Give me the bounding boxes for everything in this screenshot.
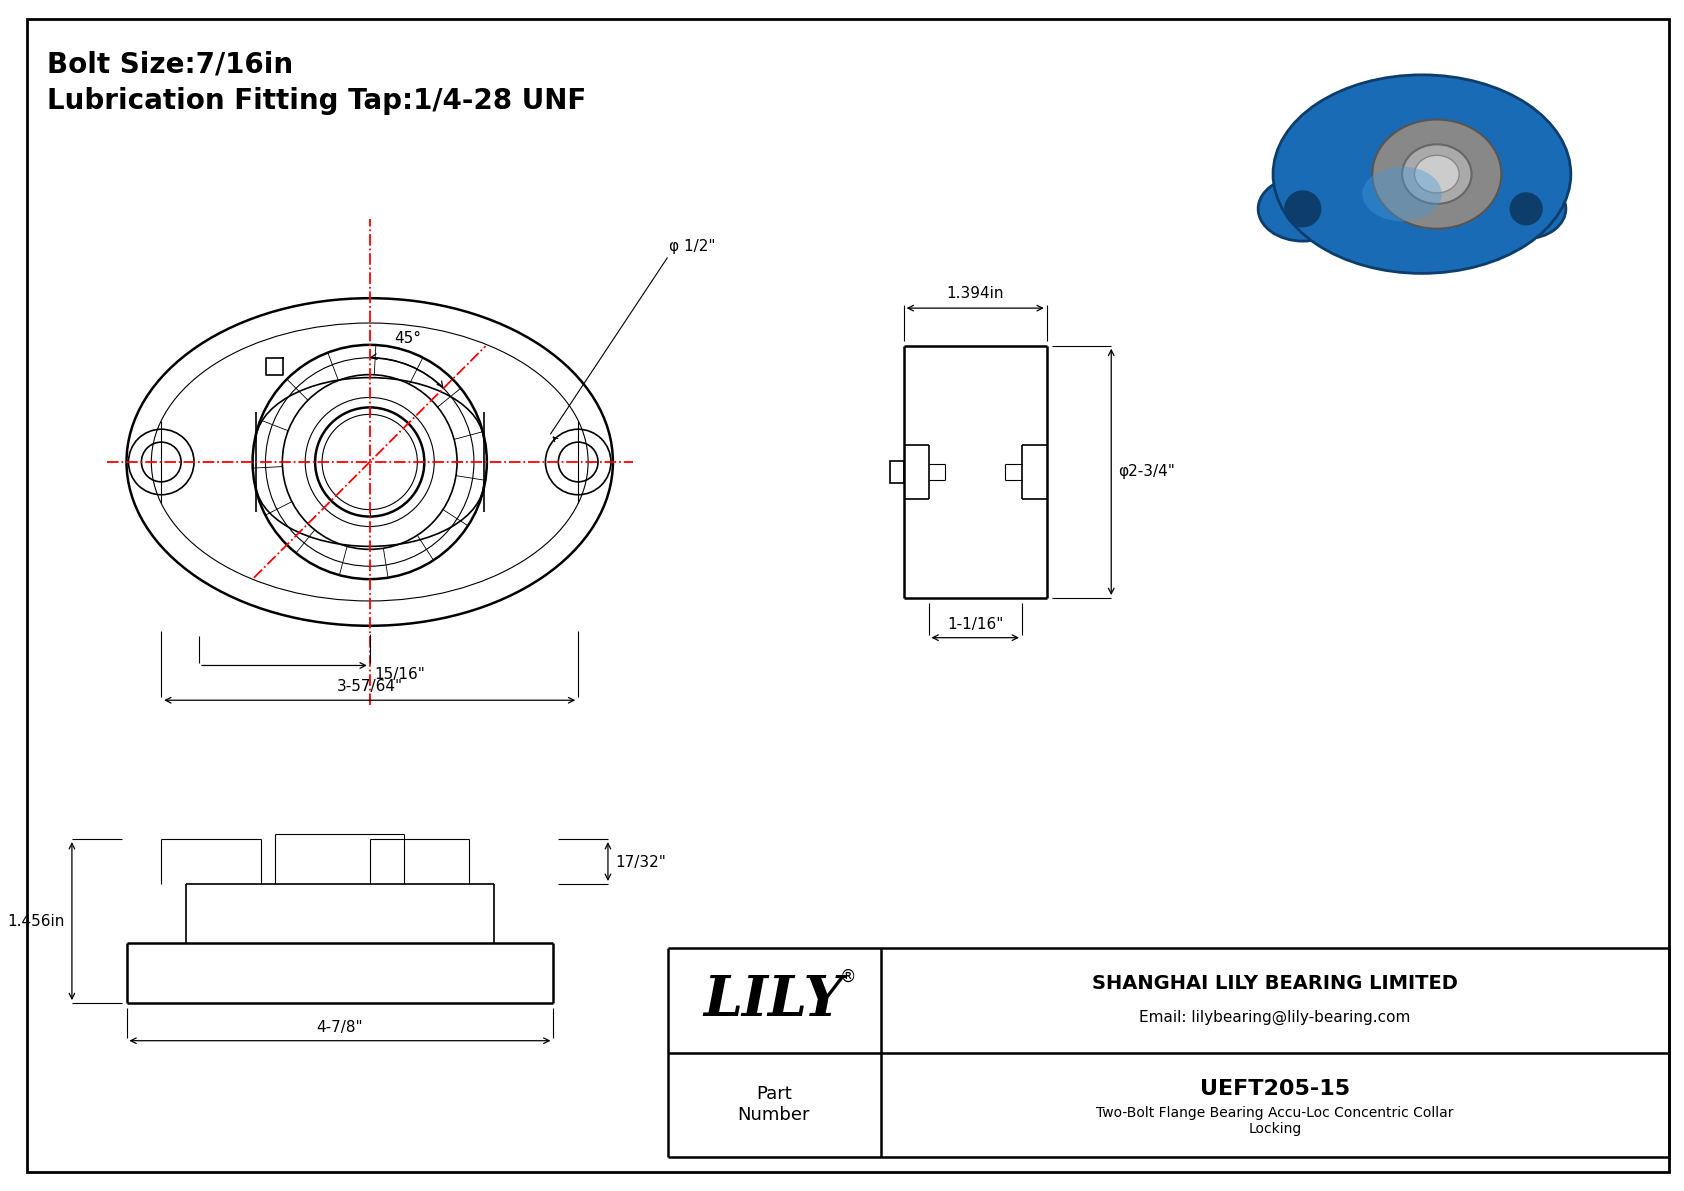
Text: 1.456in: 1.456in — [8, 913, 66, 929]
Ellipse shape — [1415, 155, 1458, 193]
Circle shape — [1511, 193, 1543, 225]
Text: 17/32": 17/32" — [615, 854, 665, 869]
Text: φ2-3/4": φ2-3/4" — [1118, 464, 1175, 480]
Text: Email: lilybearing@lily-bearing.com: Email: lilybearing@lily-bearing.com — [1140, 1010, 1411, 1025]
Text: 1-1/16": 1-1/16" — [946, 617, 1004, 631]
Text: SHANGHAI LILY BEARING LIMITED: SHANGHAI LILY BEARING LIMITED — [1093, 974, 1458, 993]
Text: 45°: 45° — [394, 331, 421, 345]
Text: Two-Bolt Flange Bearing Accu-Loc Concentric Collar
Locking: Two-Bolt Flange Bearing Accu-Loc Concent… — [1096, 1105, 1453, 1136]
Text: φ 1/2": φ 1/2" — [670, 238, 716, 254]
Ellipse shape — [1362, 167, 1442, 222]
Ellipse shape — [1403, 144, 1472, 204]
Ellipse shape — [1372, 119, 1502, 229]
Text: Lubrication Fitting Tap:1/4-28 UNF: Lubrication Fitting Tap:1/4-28 UNF — [47, 87, 586, 114]
Text: 4-7/8": 4-7/8" — [317, 1019, 364, 1035]
Text: 1.394in: 1.394in — [946, 286, 1004, 301]
Text: ®: ® — [840, 967, 857, 986]
Text: Bolt Size:7/16in: Bolt Size:7/16in — [47, 50, 293, 79]
Ellipse shape — [1487, 179, 1566, 238]
Text: Part
Number: Part Number — [738, 1085, 810, 1124]
Text: LILY: LILY — [704, 973, 844, 1028]
Bar — [889, 461, 904, 482]
Ellipse shape — [1273, 75, 1571, 274]
Ellipse shape — [1258, 176, 1347, 241]
Circle shape — [1285, 191, 1320, 226]
Text: 15/16": 15/16" — [374, 667, 426, 682]
Text: 3-57/64": 3-57/64" — [337, 679, 402, 694]
Text: UEFT205-15: UEFT205-15 — [1201, 1079, 1351, 1099]
